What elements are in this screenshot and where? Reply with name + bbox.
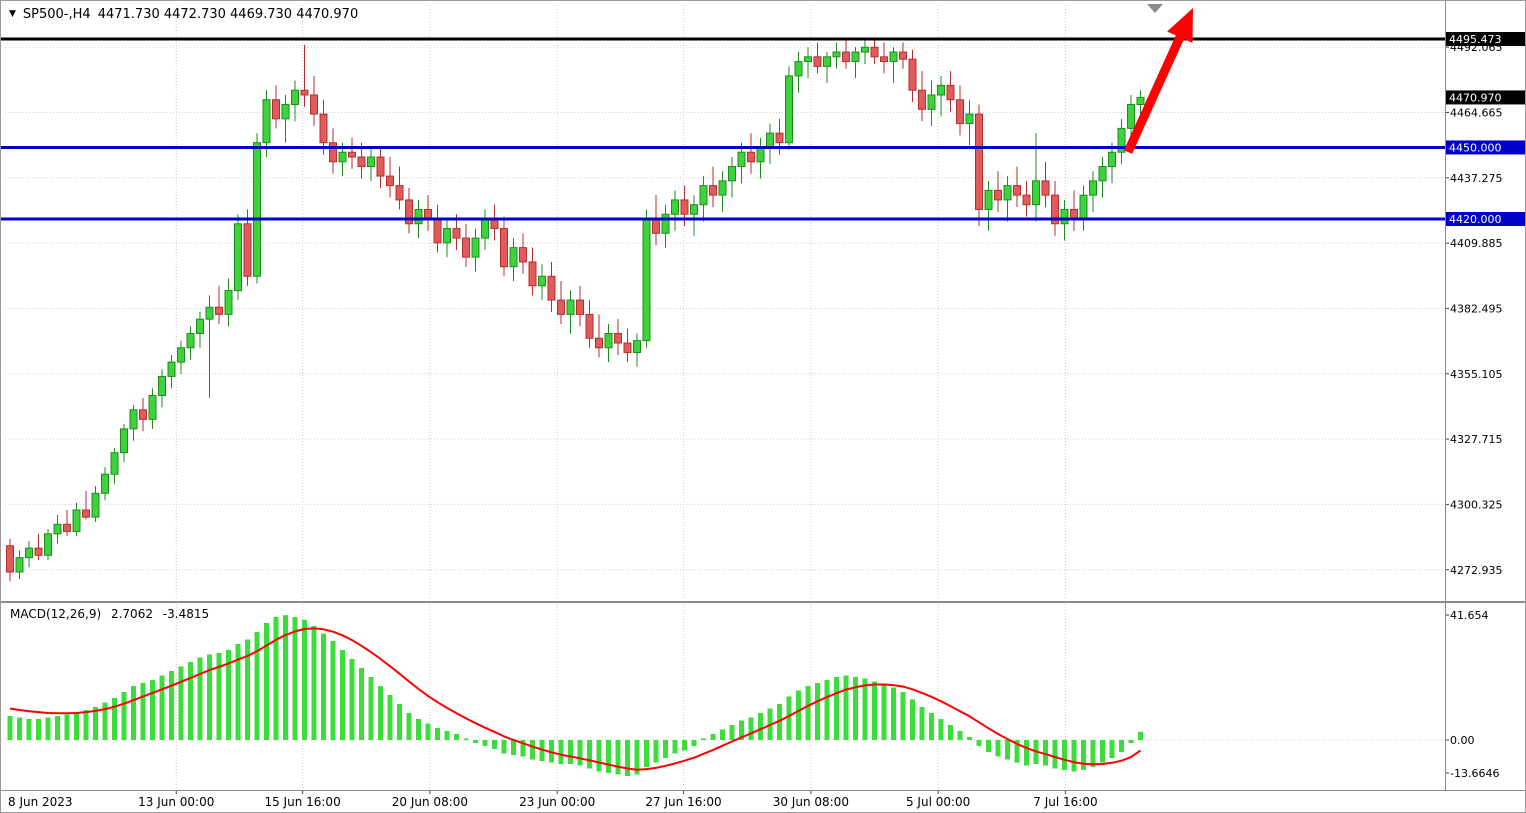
macd-indicator-label: MACD(12,26,9) 2.7062 -3.4815 xyxy=(10,607,215,621)
macd-name: MACD(12,26,9) xyxy=(10,607,102,621)
svg-text:27 Jun 16:00: 27 Jun 16:00 xyxy=(645,795,721,809)
svg-text:-13.6646: -13.6646 xyxy=(1450,767,1499,780)
svg-text:4272.935: 4272.935 xyxy=(1450,564,1503,577)
chart-shift-marker-icon xyxy=(1147,4,1163,13)
svg-text:4409.885: 4409.885 xyxy=(1450,237,1503,250)
svg-text:23 Jun 00:00: 23 Jun 00:00 xyxy=(519,795,595,809)
svg-text:0.00: 0.00 xyxy=(1450,734,1475,747)
arrow-head-icon[interactable] xyxy=(1167,8,1193,43)
chart-dynamic-layer: 4492.0654464.6654437.2754409.8854382.495… xyxy=(0,6,1525,809)
candlesticks xyxy=(6,37,1145,582)
svg-text:5 Jul 00:00: 5 Jul 00:00 xyxy=(906,795,970,809)
macd-main-value: 2.7062 xyxy=(110,607,153,621)
svg-text:4327.715: 4327.715 xyxy=(1450,433,1503,446)
svg-text:7 Jul 16:00: 7 Jul 16:00 xyxy=(1033,795,1097,809)
svg-text:4450.000: 4450.000 xyxy=(1449,141,1502,154)
svg-text:4420.000: 4420.000 xyxy=(1449,213,1502,226)
horizontal-lines[interactable] xyxy=(0,37,1445,221)
triangle-down-icon: ▼ xyxy=(9,9,16,19)
svg-text:4437.275: 4437.275 xyxy=(1450,172,1503,185)
price-badges: 4495.473 4470.970 4450.000 4420.000 xyxy=(1446,32,1525,227)
svg-text:8 Jun 2023: 8 Jun 2023 xyxy=(8,795,73,809)
svg-text:4300.325: 4300.325 xyxy=(1450,498,1503,511)
macd-signal-value: -3.4815 xyxy=(162,607,210,621)
svg-text:41.654: 41.654 xyxy=(1450,609,1489,622)
svg-text:4495.473: 4495.473 xyxy=(1449,33,1502,46)
symbol-ohlc-header: ▼ SP500-,H4 4471.730 4472.730 4469.730 4… xyxy=(9,7,358,22)
arrow-shaft[interactable] xyxy=(1123,35,1185,154)
symbol-period-label: SP500-,H4 xyxy=(22,7,91,22)
macd-histogram xyxy=(7,615,1143,776)
ohlc-values-label: 4471.730 4472.730 4469.730 4470.970 xyxy=(97,7,359,22)
svg-text:4470.970: 4470.970 xyxy=(1449,91,1502,104)
svg-text:4382.495: 4382.495 xyxy=(1450,302,1503,315)
macd-signal-line xyxy=(9,627,1142,771)
svg-text:13 Jun 00:00: 13 Jun 00:00 xyxy=(138,795,214,809)
svg-text:15 Jun 16:00: 15 Jun 16:00 xyxy=(264,795,340,809)
svg-text:4355.105: 4355.105 xyxy=(1450,368,1503,381)
svg-text:4464.665: 4464.665 xyxy=(1450,106,1503,119)
svg-text:30 Jun 08:00: 30 Jun 08:00 xyxy=(773,795,849,809)
up-trend-arrow[interactable] xyxy=(1123,8,1193,154)
svg-text:20 Jun 08:00: 20 Jun 08:00 xyxy=(392,795,468,809)
